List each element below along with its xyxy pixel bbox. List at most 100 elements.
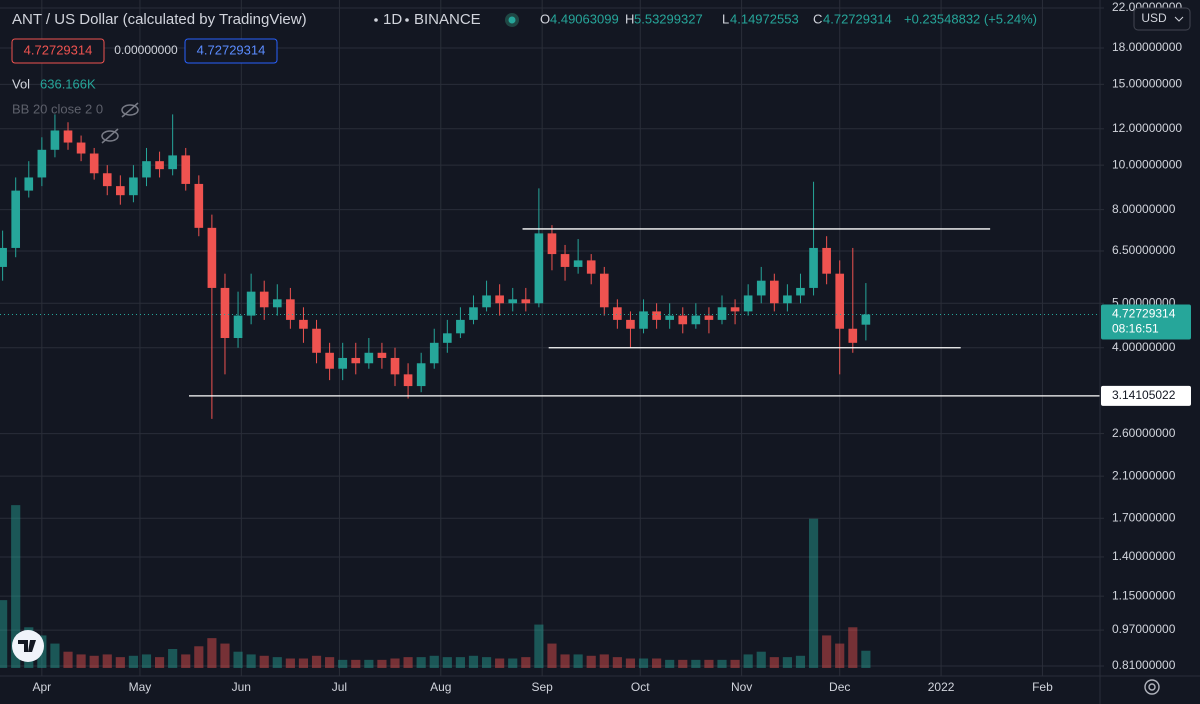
y-tick-label: 1.40000000	[1112, 549, 1176, 563]
candle-body	[0, 247, 7, 267]
volume-bar	[76, 654, 86, 668]
y-tick-label: 0.97000000	[1112, 622, 1176, 636]
volume-bar	[717, 659, 727, 668]
volume-bar	[573, 654, 583, 668]
candle-body	[89, 153, 99, 174]
ohlc-key: L	[722, 11, 729, 26]
tv-logo	[12, 630, 44, 662]
x-tick-label: Jun	[232, 680, 251, 694]
last-price-label: 4.72729314	[1112, 307, 1176, 321]
volume-bar	[63, 651, 73, 668]
ohlc-key: O	[540, 11, 550, 26]
y-tick-label: 8.00000000	[1112, 202, 1176, 216]
candle-body	[599, 273, 609, 308]
currency-button[interactable]	[1133, 7, 1191, 31]
candle-body	[429, 342, 439, 364]
volume-bar	[89, 655, 99, 668]
currency-caret	[1174, 16, 1184, 22]
candle-body	[482, 295, 491, 308]
volume-bar	[11, 505, 21, 668]
candle-body	[756, 280, 766, 296]
volume-bar	[652, 658, 662, 668]
change: +0.23548832 (+5.24%)	[904, 11, 1037, 26]
volume-bar	[141, 654, 152, 668]
candle-body	[665, 315, 674, 320]
separator	[374, 18, 378, 22]
y-tick-label: 1.70000000	[1112, 510, 1176, 524]
volume-bar	[351, 659, 361, 668]
interval: 1D	[383, 11, 402, 28]
candle-body	[155, 161, 164, 170]
candle-body	[573, 260, 583, 267]
candle-body	[469, 307, 478, 320]
volume-bar	[704, 659, 714, 668]
hidden-icon[interactable]	[101, 102, 139, 144]
volume-bar	[638, 658, 649, 668]
exchange: BINANCE	[414, 11, 481, 28]
candle-body	[24, 177, 34, 191]
volume-bar	[560, 654, 570, 668]
candle-body	[194, 183, 204, 228]
x-tick-label: 2022	[928, 680, 955, 694]
volume-bar	[233, 651, 243, 668]
volume-bar	[272, 657, 282, 668]
candle-body	[207, 227, 217, 288]
candle-body	[246, 291, 256, 316]
volume-bar	[534, 624, 544, 668]
volume-bar	[325, 657, 335, 668]
status-dot	[508, 16, 516, 24]
volume-bar	[822, 635, 832, 668]
volume-bar	[377, 659, 387, 668]
volume-bar	[338, 659, 348, 668]
x-tick-label: Apr	[33, 680, 52, 694]
volume-bar	[390, 658, 400, 668]
volume-bar	[442, 657, 452, 668]
volume-bar	[612, 657, 622, 668]
candle-body	[37, 149, 47, 178]
candle-body	[168, 155, 177, 170]
volume-bar	[246, 654, 256, 668]
settings-icon[interactable]	[1144, 679, 1160, 695]
indicator-label: BB 20 close 2 0	[12, 101, 103, 116]
ohlc-key: C	[813, 11, 822, 26]
candle-body	[861, 314, 871, 325]
ohlc-value: 4.14972553	[730, 11, 799, 26]
currency: USD	[1141, 11, 1167, 25]
candle-body	[547, 233, 557, 255]
volume-bar	[625, 658, 636, 668]
volume-bar	[298, 658, 309, 668]
candle-body	[390, 357, 400, 375]
volume-bar	[0, 600, 8, 668]
volume-bar	[115, 657, 125, 668]
volume-bar	[220, 643, 230, 668]
candle-body	[508, 299, 518, 304]
candle-body	[730, 307, 740, 312]
candle-body	[495, 295, 504, 304]
candle-body	[586, 260, 596, 274]
candle-body	[521, 299, 531, 304]
volume-bar	[429, 655, 439, 668]
x-tick-label: Oct	[631, 680, 650, 694]
last-price-box	[1101, 304, 1191, 340]
ohlc-value: 4.72729314	[823, 11, 892, 26]
volume-bar	[547, 643, 557, 668]
volume-bar	[730, 659, 740, 668]
x-tick-label: Dec	[829, 680, 850, 694]
ask-box[interactable]	[184, 38, 278, 64]
volume-bar	[259, 655, 269, 668]
volume-bar	[599, 654, 609, 668]
candle-body	[652, 311, 661, 320]
bid-box[interactable]	[11, 38, 105, 64]
level-label-box	[1101, 385, 1191, 406]
y-tick-label: 18.00000000	[1112, 40, 1182, 54]
ohlc-value: 4.49063099	[550, 11, 619, 26]
candle-body	[11, 190, 21, 248]
volume-bar	[691, 659, 701, 668]
y-tick-label: 12.00000000	[1112, 121, 1182, 135]
spread-value: 0.00000000	[114, 43, 178, 57]
candle-body	[704, 315, 714, 320]
candle-body	[743, 295, 753, 312]
volume-bar	[521, 657, 531, 668]
x-tick-label: May	[129, 680, 152, 694]
